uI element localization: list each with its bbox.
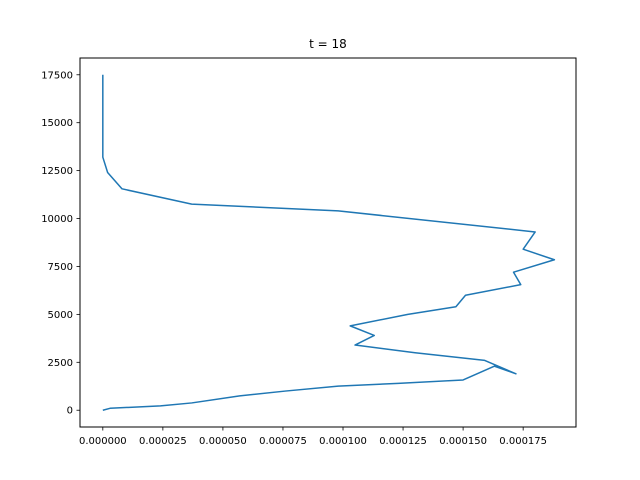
x-tick-label: 0.000050 [199, 436, 247, 447]
y-tick-label: 2500 [48, 358, 73, 369]
y-tick-label: 17500 [41, 70, 73, 81]
y-tick-label: 12500 [41, 166, 73, 177]
x-tick-label: 0.000150 [439, 436, 487, 447]
x-tick-label: 0.000000 [79, 436, 127, 447]
x-tick-label: 0.000075 [259, 436, 307, 447]
x-tick-label: 0.000175 [499, 436, 547, 447]
y-tick-label: 10000 [41, 214, 73, 225]
y-tick-label: 15000 [41, 118, 73, 129]
axes-frame [79, 57, 577, 428]
x-tick-label: 0.000100 [319, 436, 367, 447]
plot-area [102, 74, 556, 411]
chart-title: t = 18 [309, 37, 347, 51]
series-line [102, 74, 556, 411]
y-tick-label: 5000 [48, 310, 73, 321]
x-tick-label: 0.000025 [139, 436, 187, 447]
x-axis: 0.000000 0.000025 0.000050 0.000075 0.000100… [79, 427, 547, 447]
y-axis: 0 2500 5000 7500 10000 12500 15000 17500 [41, 70, 80, 417]
y-tick-label: 0 [67, 406, 73, 417]
y-tick-label: 7500 [48, 262, 73, 273]
x-tick-label: 0.000125 [379, 436, 427, 447]
